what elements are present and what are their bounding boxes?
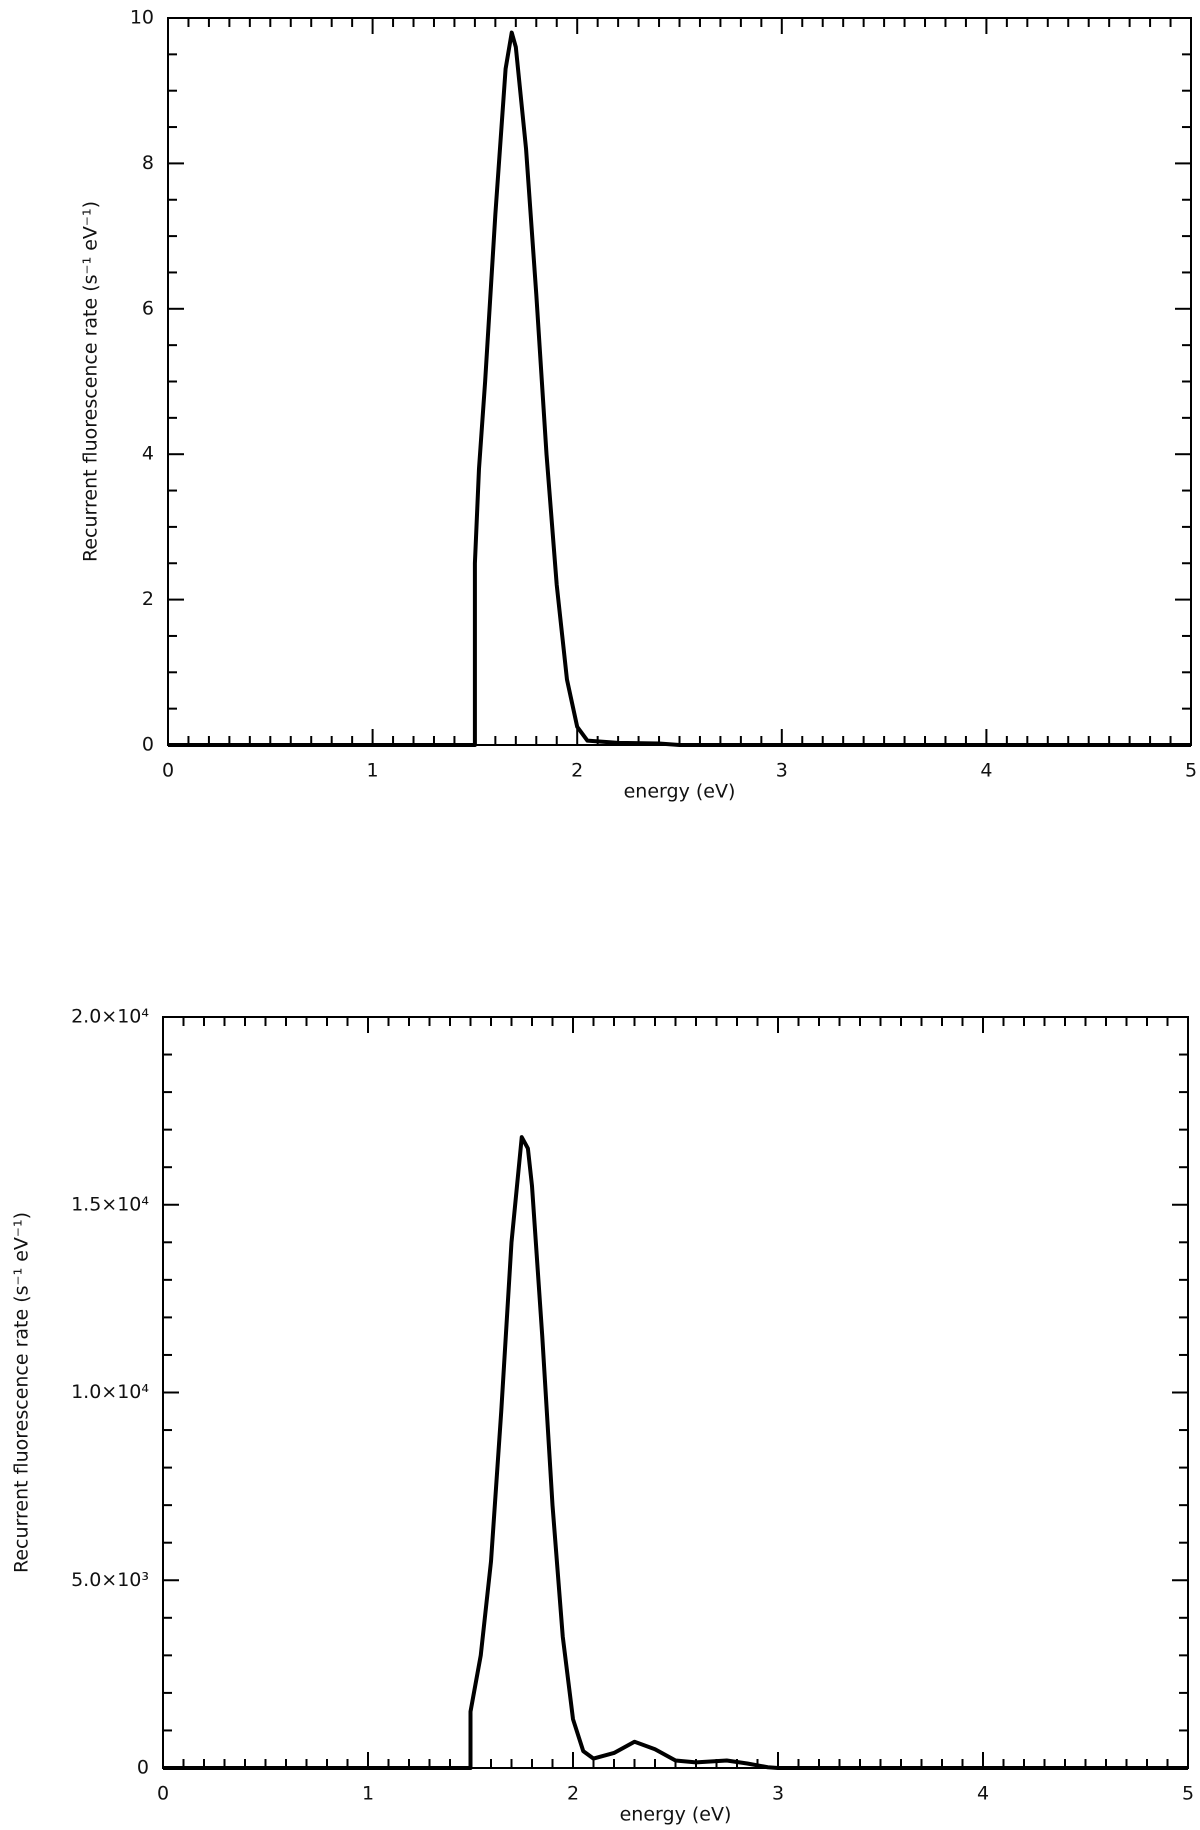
y-tick-label: 0 <box>142 734 154 756</box>
y-tick-label: 5.0×10³ <box>71 1569 149 1591</box>
y-axis-label: Recurrent fluorescence rate (s⁻¹ eV⁻¹) <box>80 201 102 562</box>
x-tick-label: 2 <box>567 1783 579 1805</box>
x-tick-label: 5 <box>1182 1783 1194 1805</box>
x-tick-label: 3 <box>772 1783 784 1805</box>
y-tick-label: 2.0×10⁴ <box>71 1006 149 1028</box>
y-axis-label: Recurrent fluorescence rate (s⁻¹ eV⁻¹) <box>11 1212 33 1573</box>
data-line <box>163 1135 1188 1770</box>
x-tick-label: 5 <box>1185 760 1197 782</box>
x-tick-label: 1 <box>367 760 379 782</box>
plot-frame <box>167 17 1192 746</box>
y-tick-label: 6 <box>142 297 154 319</box>
x-tick-label: 1 <box>362 1783 374 1805</box>
y-tick-label: 2 <box>142 588 154 610</box>
y-tick-label: 0 <box>137 1757 149 1779</box>
x-tick-label: 4 <box>980 760 992 782</box>
plot-frame <box>162 1016 1189 1769</box>
x-tick-label: 3 <box>776 760 788 782</box>
x-tick-label: 2 <box>571 760 583 782</box>
y-tick-label: 1.0×10⁴ <box>71 1381 149 1403</box>
x-axis-label: energy (eV) <box>620 1804 732 1826</box>
data-line <box>168 30 1191 747</box>
y-tick-label: 8 <box>142 152 154 174</box>
y-tick-label: 4 <box>142 443 154 465</box>
x-tick-label: 0 <box>162 760 174 782</box>
y-tick-label: 10 <box>130 7 154 29</box>
x-axis-label: energy (eV) <box>624 781 736 803</box>
y-tick-label: 1.5×10⁴ <box>71 1193 149 1215</box>
x-tick-label: 0 <box>157 1783 169 1805</box>
x-tick-label: 4 <box>977 1783 989 1805</box>
